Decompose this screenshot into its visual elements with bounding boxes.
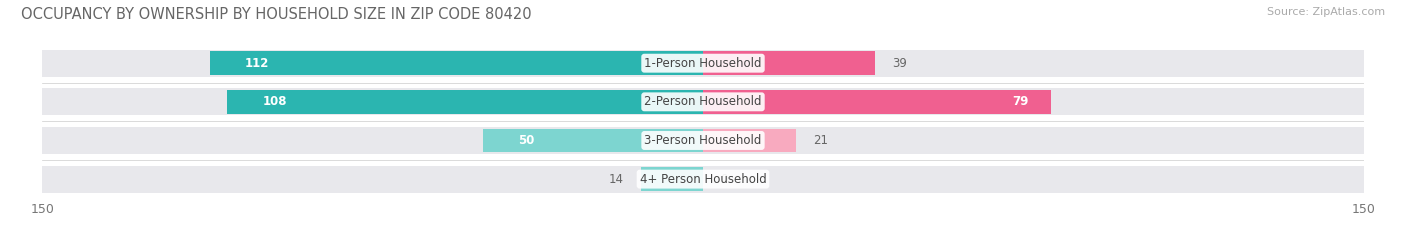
Text: 2-Person Household: 2-Person Household <box>644 95 762 108</box>
Bar <box>703 129 796 152</box>
Bar <box>703 166 1364 193</box>
Text: 1-Person Household: 1-Person Household <box>644 57 762 70</box>
Bar <box>209 51 703 75</box>
Bar <box>482 129 703 152</box>
Text: 14: 14 <box>609 173 624 186</box>
Bar <box>42 166 703 193</box>
Text: 108: 108 <box>263 95 287 108</box>
Text: 0: 0 <box>721 173 728 186</box>
Bar <box>42 88 703 115</box>
Text: 112: 112 <box>245 57 269 70</box>
Bar <box>703 90 1052 114</box>
Bar <box>703 127 1364 154</box>
Text: 21: 21 <box>813 134 828 147</box>
Bar <box>641 167 703 191</box>
Bar <box>703 88 1364 115</box>
Bar <box>42 50 703 77</box>
Text: 79: 79 <box>1012 95 1029 108</box>
Text: 4+ Person Household: 4+ Person Household <box>640 173 766 186</box>
Text: 3-Person Household: 3-Person Household <box>644 134 762 147</box>
Bar <box>703 51 875 75</box>
Bar <box>42 127 703 154</box>
Text: 39: 39 <box>893 57 907 70</box>
Text: 50: 50 <box>517 134 534 147</box>
Bar <box>703 50 1364 77</box>
Text: Source: ZipAtlas.com: Source: ZipAtlas.com <box>1267 7 1385 17</box>
Bar <box>228 90 703 114</box>
Text: OCCUPANCY BY OWNERSHIP BY HOUSEHOLD SIZE IN ZIP CODE 80420: OCCUPANCY BY OWNERSHIP BY HOUSEHOLD SIZE… <box>21 7 531 22</box>
